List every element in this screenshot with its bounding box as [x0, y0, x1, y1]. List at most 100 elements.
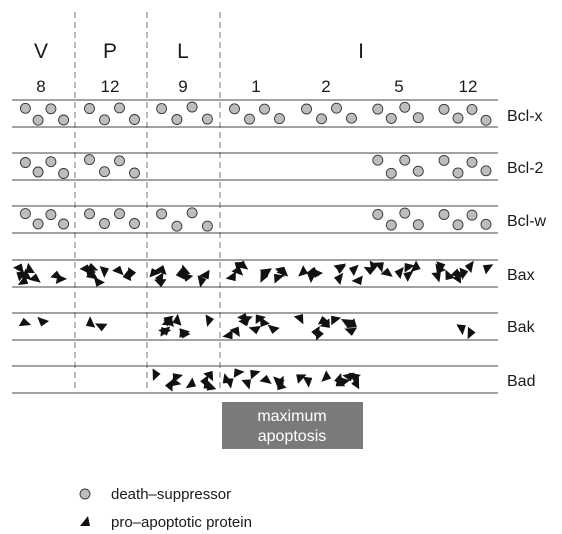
pro-apoptotic-marker [28, 273, 41, 283]
death-suppressor-marker [274, 113, 285, 125]
day-label: 9 [178, 77, 187, 96]
pro-apoptotic-marker [152, 368, 161, 381]
death-suppressor-marker [466, 209, 478, 221]
death-suppressor-marker [331, 102, 342, 114]
legend-circle-label: death–suppressor [111, 486, 231, 503]
pro-apoptotic-marker [348, 264, 359, 277]
pro-apoptotic-marker [276, 267, 289, 277]
pro-apoptotic-marker [238, 317, 251, 327]
death-suppressor-marker [372, 103, 384, 115]
pro-apoptotic-marker [456, 324, 466, 336]
pro-apoptotic-marker [21, 268, 32, 280]
death-suppressor-marker [452, 112, 464, 124]
stage-label-p: P [103, 40, 117, 63]
pro-apoptotic-marker [259, 268, 272, 277]
pro-apoptotic-marker [344, 327, 357, 336]
pro-apoptotic-marker [200, 374, 209, 388]
pro-apoptotic-marker [296, 374, 307, 384]
markers-bcl-w [19, 207, 492, 232]
pro-apoptotic-marker [331, 315, 342, 326]
maximum-apoptosis-box-bg [222, 402, 363, 449]
pro-apoptotic-marker [482, 264, 494, 275]
death-suppressor-marker [452, 167, 464, 179]
pro-apoptotic-marker [94, 323, 108, 332]
pro-apoptotic-marker [198, 269, 210, 280]
death-suppressor-marker [186, 207, 198, 219]
pro-apoptotic-marker [342, 372, 355, 382]
pro-apoptotic-marker [311, 267, 324, 278]
death-suppressor-marker [480, 114, 492, 126]
pro-apoptotic-marker [223, 378, 234, 389]
pro-apoptotic-marker [340, 319, 354, 328]
pro-apoptotic-marker [435, 263, 446, 274]
death-suppressor-marker [466, 103, 478, 115]
pro-apoptotic-marker [259, 316, 270, 327]
death-suppressor-marker [438, 209, 450, 220]
death-suppressor-marker [99, 218, 110, 229]
pro-apoptotic-marker [160, 327, 172, 337]
death-suppressor-marker [412, 165, 424, 177]
pro-apoptotic-marker [149, 268, 162, 278]
row-bands [12, 99, 498, 394]
pro-apoptotic-marker [334, 272, 344, 285]
death-suppressor-marker [114, 155, 125, 167]
death-suppressor-marker [259, 103, 270, 115]
pro-apoptotic-marker [85, 270, 99, 280]
death-suppressor-marker [99, 114, 110, 126]
death-suppressor-marker [186, 101, 198, 113]
death-suppressor-marker [385, 219, 397, 231]
pro-apoptotic-marker [179, 328, 191, 338]
maximum-apoptosis-box: maximum apoptosis [222, 402, 363, 449]
markers-bad [152, 368, 361, 392]
pro-apoptotic-marker [380, 267, 393, 277]
death-suppressor-marker [399, 101, 411, 113]
pro-apoptotic-marker [445, 269, 455, 281]
death-suppressor-marker [385, 167, 397, 179]
pro-apoptotic-marker [229, 326, 240, 337]
death-suppressor-marker [438, 103, 450, 115]
pro-apoptotic-marker [79, 264, 91, 275]
death-suppressor-marker [19, 157, 31, 168]
death-suppressor-marker [58, 218, 70, 230]
death-suppressor-marker [32, 218, 44, 230]
legend-triangle-icon [80, 516, 90, 526]
death-suppressor-marker [385, 112, 397, 124]
death-suppressor-marker [129, 114, 140, 125]
death-suppressor-marker [399, 207, 411, 219]
markers-bcl-x [19, 101, 492, 126]
death-suppressor-marker [32, 114, 44, 126]
death-suppressor-marker [301, 103, 312, 115]
pro-apoptotic-marker [317, 316, 331, 325]
pro-apoptotic-marker [321, 370, 332, 382]
death-suppressor-marker [480, 218, 492, 230]
row-label-bcl-w: Bcl-w [507, 213, 547, 230]
pro-apoptotic-marker [205, 314, 214, 327]
death-suppressor-marker [45, 103, 57, 115]
death-suppressor-marker [84, 103, 95, 114]
death-suppressor-marker [412, 112, 424, 124]
death-suppressor-marker [229, 103, 240, 115]
pro-apoptotic-marker [404, 262, 415, 273]
death-suppressor-marker [452, 219, 464, 231]
pro-apoptotic-marker [351, 275, 363, 285]
pro-apoptotic-marker [155, 265, 167, 275]
pro-apoptotic-marker [236, 260, 249, 270]
row-label-bax: Bax [507, 267, 535, 284]
death-suppressor-marker [156, 208, 168, 220]
pro-apoptotic-marker [206, 380, 217, 391]
pro-apoptotic-marker [222, 329, 233, 340]
death-suppressor-marker [480, 165, 492, 177]
pro-apoptotic-marker [394, 266, 404, 280]
pro-apoptotic-marker [293, 313, 304, 325]
pro-apoptotic-marker [410, 260, 421, 272]
pro-apoptotic-marker [128, 267, 137, 280]
pro-apoptotic-marker [316, 328, 324, 341]
death-suppressor-marker [45, 209, 57, 221]
pro-apoptotic-marker [172, 313, 182, 326]
pro-apoptotic-marker [403, 270, 414, 282]
pro-apoptotic-marker [369, 260, 379, 274]
pro-apoptotic-marker [163, 317, 174, 328]
day-label: 2 [321, 77, 330, 96]
pro-apoptotic-marker [203, 370, 214, 382]
maximum-apoptosis-line1: maximum [257, 408, 326, 425]
